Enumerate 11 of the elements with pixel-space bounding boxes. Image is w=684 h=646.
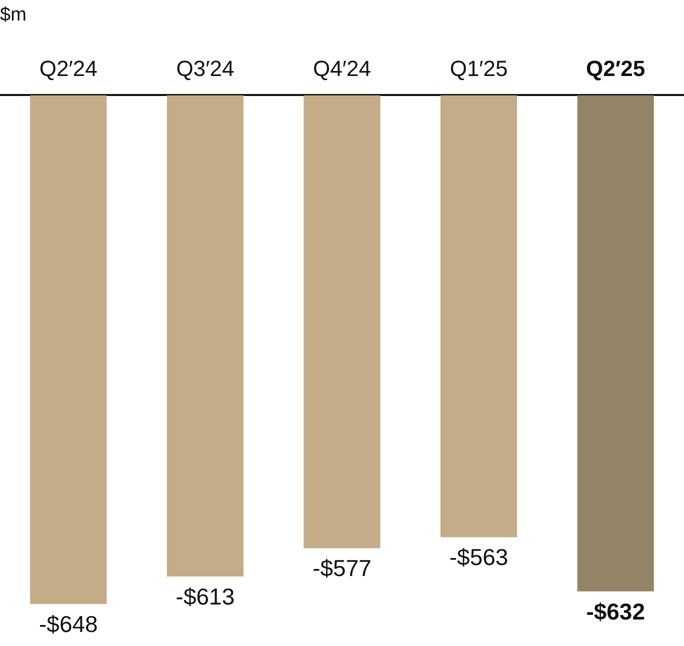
data-label: -$577	[312, 555, 372, 582]
data-label: -$563	[449, 544, 508, 570]
x-tick-label: Q4′24	[313, 56, 371, 82]
x-tick-label: Q2′25	[586, 56, 646, 82]
x-tick-label: Q3′24	[176, 56, 234, 82]
x-tick-label: Q2′24	[39, 56, 98, 82]
x-tick-label: Q1′25	[450, 56, 508, 82]
data-label: -$632	[586, 598, 646, 624]
y-axis-title: $m	[0, 4, 26, 26]
data-label: -$613	[176, 583, 235, 610]
data-label: -$648	[38, 610, 98, 637]
